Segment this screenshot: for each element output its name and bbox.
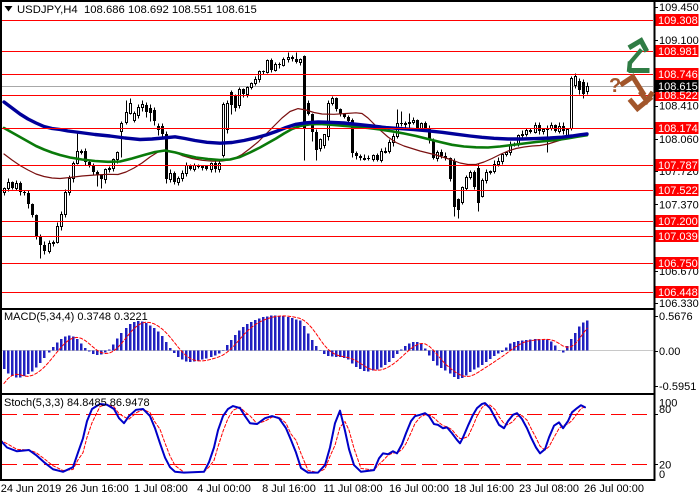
svg-text:-0.5951: -0.5951	[659, 381, 696, 393]
svg-text:16 Jul 00:00: 16 Jul 00:00	[389, 483, 449, 495]
svg-text:MACD(5,34,4) 0.3748 0.3221: MACD(5,34,4) 0.3748 0.3221	[4, 311, 148, 323]
svg-text:4 Jul 00:00: 4 Jul 00:00	[197, 483, 251, 495]
svg-text:107.787: 107.787	[658, 160, 698, 172]
svg-text:100: 100	[659, 398, 677, 410]
svg-text:108.060: 108.060	[659, 134, 699, 146]
svg-text:0.5676: 0.5676	[659, 311, 693, 323]
svg-text:109.450: 109.450	[659, 2, 699, 14]
svg-text:106.448: 106.448	[658, 287, 698, 299]
svg-text:11 Jul 08:00: 11 Jul 08:00	[323, 483, 382, 495]
svg-text:109.308: 109.308	[658, 15, 698, 27]
svg-text:?: ?	[609, 75, 621, 97]
svg-text:108.522: 108.522	[658, 90, 698, 102]
svg-text:108.174: 108.174	[658, 123, 698, 135]
svg-text:26 Jun 16:00: 26 Jun 16:00	[65, 483, 129, 495]
svg-text:109.100: 109.100	[659, 35, 699, 47]
svg-text:107.522: 107.522	[658, 185, 698, 197]
svg-text:0: 0	[659, 469, 665, 481]
svg-text:106.750: 106.750	[658, 258, 698, 270]
svg-text:107.200: 107.200	[658, 216, 698, 228]
svg-text:107.039: 107.039	[658, 231, 698, 243]
svg-text:USDJPY,H4 108.686 108.692 108: USDJPY,H4 108.686 108.692 108.551 108.61…	[17, 4, 257, 16]
svg-text:20: 20	[659, 460, 671, 472]
svg-text:106.330: 106.330	[659, 298, 699, 310]
svg-text:18 Jul 16:00: 18 Jul 16:00	[454, 483, 514, 495]
svg-text:80: 80	[659, 404, 671, 416]
svg-text:26 Jul 00:00: 26 Jul 00:00	[584, 483, 644, 495]
svg-text:0.00: 0.00	[659, 346, 680, 358]
svg-text:108.410: 108.410	[659, 101, 699, 113]
svg-text:1 Jul 08:00: 1 Jul 08:00	[134, 483, 188, 495]
svg-text:107.370: 107.370	[659, 199, 699, 211]
svg-text:8 Jul 16:00: 8 Jul 16:00	[262, 483, 316, 495]
svg-text:23 Jul 08:00: 23 Jul 08:00	[519, 483, 579, 495]
svg-text:Stoch(5,3,3) 84.8485 86.9478: Stoch(5,3,3) 84.8485 86.9478	[4, 397, 150, 409]
svg-text:108.981: 108.981	[658, 46, 698, 58]
svg-text:108.746: 108.746	[658, 69, 698, 81]
svg-text:24 Jun 2019: 24 Jun 2019	[1, 483, 62, 495]
svg-text:108.615: 108.615	[658, 81, 698, 93]
